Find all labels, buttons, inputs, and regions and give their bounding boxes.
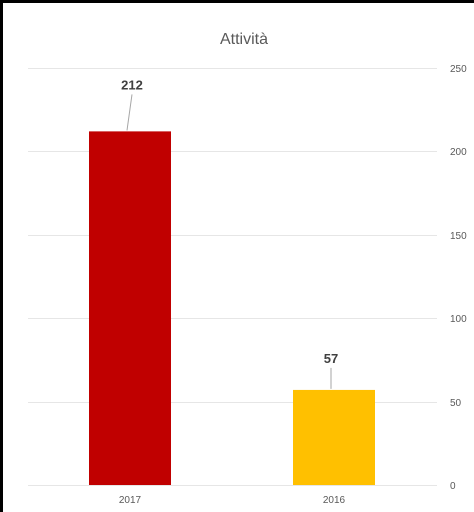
bar <box>293 389 375 485</box>
y-tick-label: 250 <box>450 64 467 75</box>
bar <box>89 131 171 485</box>
data-label: 212 <box>121 77 143 92</box>
x-tick-label: 2017 <box>119 495 142 506</box>
x-axis: 2017 2016 <box>119 495 346 506</box>
x-tick-label: 2016 <box>323 495 346 506</box>
y-tick-label: 100 <box>450 314 467 325</box>
y-tick-label: 50 <box>450 398 462 409</box>
bars: 212 57 <box>89 77 375 485</box>
y-tick-label: 150 <box>450 231 467 242</box>
chart-title: Attività <box>220 31 268 48</box>
y-axis: 0 50 100 150 200 250 <box>450 64 467 492</box>
y-tick-label: 0 <box>450 481 456 492</box>
leader-line <box>126 94 133 131</box>
y-tick-label: 200 <box>450 147 467 158</box>
data-label: 57 <box>324 351 338 366</box>
